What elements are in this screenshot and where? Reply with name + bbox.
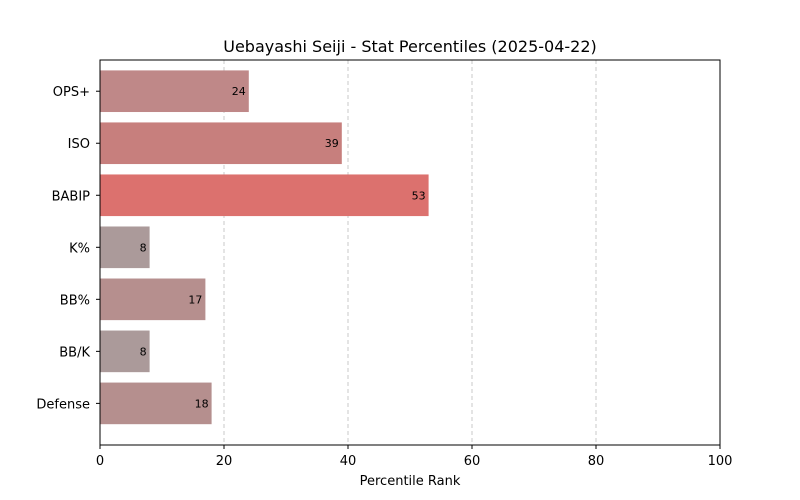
x-tick-label: 0: [96, 454, 104, 469]
bar-value-label: 24: [232, 85, 246, 98]
bar: [100, 174, 429, 217]
y-tick-label: K%: [69, 241, 90, 256]
x-tick-label: 80: [588, 454, 605, 469]
y-tick-label: BABIP: [52, 189, 91, 204]
x-tick-label: 40: [340, 454, 357, 469]
bar: [100, 382, 212, 425]
x-tick-label: 20: [216, 454, 233, 469]
bar: [100, 226, 150, 269]
bar-value-label: 17: [188, 293, 202, 306]
bar-value-label: 8: [140, 345, 147, 358]
y-axis: OPS+ ISO BABIP K% BB% BB/K Defense: [36, 85, 100, 412]
bar-value-labels: 24 39 53 8 17 8 18: [140, 85, 426, 410]
bar-value-label: 18: [195, 397, 209, 410]
bar-value-label: 53: [412, 189, 426, 202]
y-tick-label: Defense: [36, 397, 90, 412]
x-axis: 0 20 40 60 80 100: [96, 445, 733, 469]
bar-value-label: 39: [325, 137, 339, 150]
bar: [100, 278, 206, 321]
bar-value-label: 8: [140, 241, 147, 254]
y-tick-label: ISO: [68, 137, 90, 152]
x-axis-title: Percentile Rank: [360, 474, 461, 489]
chart-title: Uebayashi Seiji - Stat Percentiles (2025…: [223, 37, 597, 56]
y-tick-label: BB/K: [59, 345, 90, 360]
x-tick-label: 100: [708, 454, 733, 469]
bar: [100, 330, 150, 373]
y-tick-label: OPS+: [53, 85, 90, 100]
bar: [100, 70, 249, 113]
x-tick-label: 60: [464, 454, 481, 469]
plot-frame: [99, 59, 721, 446]
bar: [100, 122, 342, 165]
bars: [100, 70, 429, 425]
grid-lines: [223, 60, 597, 445]
y-tick-label: BB%: [60, 293, 90, 308]
